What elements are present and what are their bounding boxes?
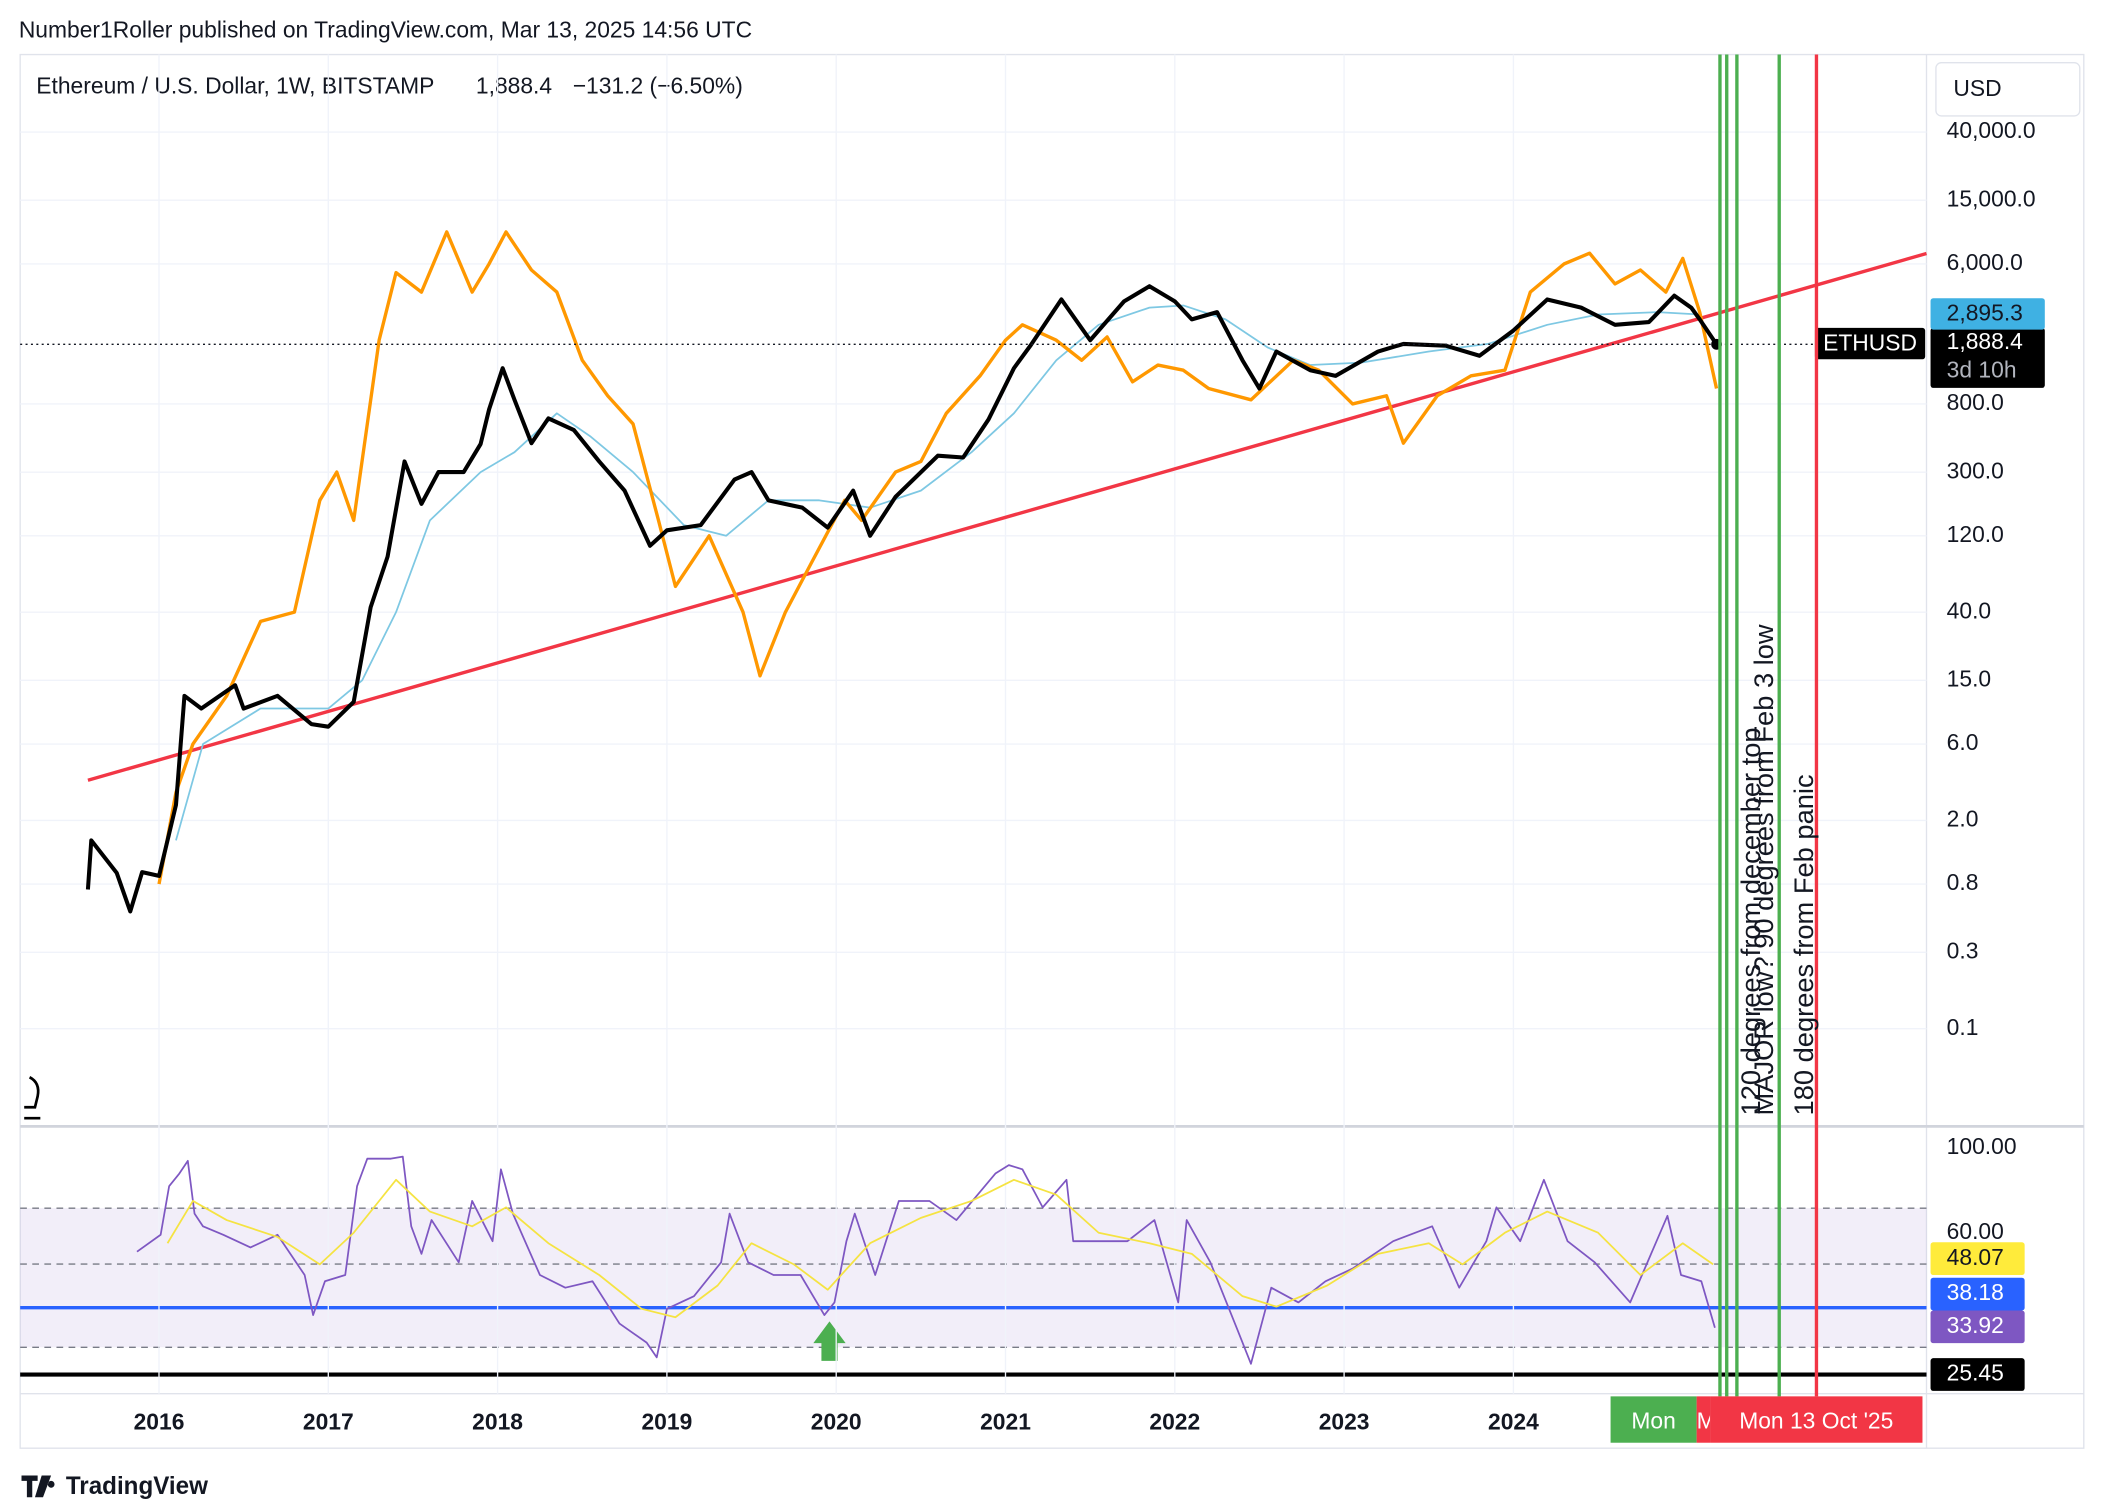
y-tick-label: 6,000.0 <box>1947 249 2023 275</box>
y-tick-label: 2.0 <box>1947 805 1979 831</box>
x-marker-box <box>1610 1396 1697 1443</box>
symbol-tag <box>1814 327 1926 360</box>
x-marker-label: Mon <box>1631 1407 1675 1433</box>
x-marker-label: Mon 13 Oct '25 <box>1739 1407 1893 1433</box>
x-tick-label: 2023 <box>1319 1409 1370 1435</box>
currency[interactable]: USD <box>1953 75 2001 101</box>
ma-price-tag <box>1930 298 2045 330</box>
y-tick-label: 40,000.0 <box>1947 117 2036 143</box>
y-tick-label: 15.0 <box>1947 665 1991 691</box>
y-tick-label: 0.8 <box>1947 869 1979 895</box>
x-tick-label: 2022 <box>1149 1409 1200 1435</box>
x-tick-label: 2016 <box>134 1409 185 1435</box>
value-tag <box>1930 1310 2025 1344</box>
x-tick-label: 2017 <box>303 1409 354 1435</box>
series-line <box>85 284 1719 914</box>
value-tag-text: 48.07 <box>1947 1244 2004 1270</box>
x-tick-label: 2021 <box>980 1409 1031 1435</box>
value-tag <box>1930 1242 2025 1275</box>
legend-last: 1,888.4 <box>476 72 552 98</box>
green-arrow <box>813 1321 846 1361</box>
y-tick-label: 800.0 <box>1947 389 2004 415</box>
brand: TradingView <box>66 1473 208 1500</box>
x-tick-label: 2020 <box>811 1409 862 1435</box>
drawing-icon <box>24 1076 41 1120</box>
vertical-line-label: 120 degrees from december top <box>1735 727 1766 1115</box>
vertical-line-label: 180 degrees from Feb panic <box>1788 774 1819 1115</box>
value-tag-text: 33.92 <box>1947 1312 2004 1338</box>
x-tick-label: 2019 <box>641 1409 692 1435</box>
chart-frame <box>19 53 2085 1449</box>
countdown: 3d 10h <box>1947 357 2017 383</box>
value-tag <box>1930 1358 2025 1391</box>
last-price-text: 1,888.4 <box>1947 328 2023 354</box>
y-tick-label: 6.0 <box>1947 729 1979 755</box>
symbol-tag-text: ETHUSD <box>1823 329 1917 355</box>
y-tick-label: 0.1 <box>1947 1014 1979 1040</box>
series-line <box>87 251 1927 782</box>
y-tick-label: 100.00 <box>1947 1133 2017 1159</box>
value-tag <box>1930 1277 2025 1311</box>
y-tick-label: 120.0 <box>1947 521 2004 547</box>
currency-box[interactable] <box>1935 62 2081 117</box>
publisher: Number1Roller published on TradingView.c… <box>19 16 752 42</box>
vertical-line-label: MAJOR low? 90 degrees from Feb 3 low <box>1748 624 1779 1116</box>
tv-logo <box>21 1475 55 1498</box>
legend-symbol: Ethereum / U.S. Dollar, 1W, BITSTAMP <box>36 72 434 98</box>
y-tick-label: 60.00 <box>1947 1218 2004 1244</box>
y-tick-label: 300.0 <box>1947 457 2004 483</box>
y-tick-label: 40.0 <box>1947 597 1991 623</box>
series-line <box>136 1155 1716 1365</box>
y-tick-label: 0.3 <box>1947 937 1979 963</box>
value-tag-text: 38.18 <box>1947 1279 2004 1305</box>
series-line <box>157 230 1719 885</box>
value-tag-text: 25.45 <box>1947 1360 2004 1386</box>
plot: 2016 2017 2018 2019 2020 2021 2022 2023 2024 40,0… <box>20 54 2045 1443</box>
ma-price-text: 2,895.3 <box>1947 300 2023 326</box>
x-tick-label: 2018 <box>472 1409 523 1435</box>
x-tick-label: 2024 <box>1488 1409 1539 1435</box>
last-price-tag <box>1930 327 2045 388</box>
x-marker-box <box>1710 1396 1923 1443</box>
legend-change: −131.2 (−6.50%) <box>573 72 743 98</box>
y-tick-label: 15,000.0 <box>1947 185 2036 211</box>
series-line <box>166 1178 1714 1319</box>
x-marker-box <box>1696 1396 1711 1443</box>
